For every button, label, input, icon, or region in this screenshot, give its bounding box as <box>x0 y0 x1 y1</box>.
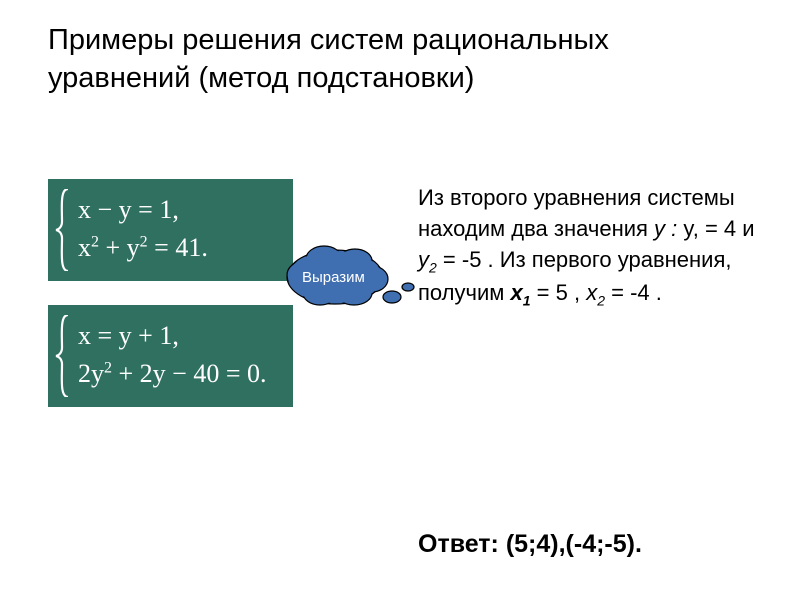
brace-icon <box>54 315 70 397</box>
answer-text: Ответ: (5;4),(-4;-5). <box>418 530 642 559</box>
brace-icon <box>54 189 70 271</box>
equation-system-2: x = y + 1, 2y2 + 2y − 40 = 0. <box>48 305 293 407</box>
eq2-line1: x = y + 1, <box>78 317 277 355</box>
eq2-line2: 2y2 + 2y − 40 = 0. <box>78 355 277 393</box>
eq1-line2: x2 + y2 = 41. <box>78 229 277 267</box>
equation-system-1: x − y = 1, x2 + y2 = 41. <box>48 179 293 281</box>
explanation-text: Из второго уравнения системы находим два… <box>418 183 763 311</box>
cloud-label: Выразим <box>302 269 365 286</box>
eq1-line1: x − y = 1, <box>78 191 277 229</box>
callout-cloud: Выразим <box>280 237 420 325</box>
slide-title: Примеры решения систем рациональных урав… <box>48 22 748 97</box>
